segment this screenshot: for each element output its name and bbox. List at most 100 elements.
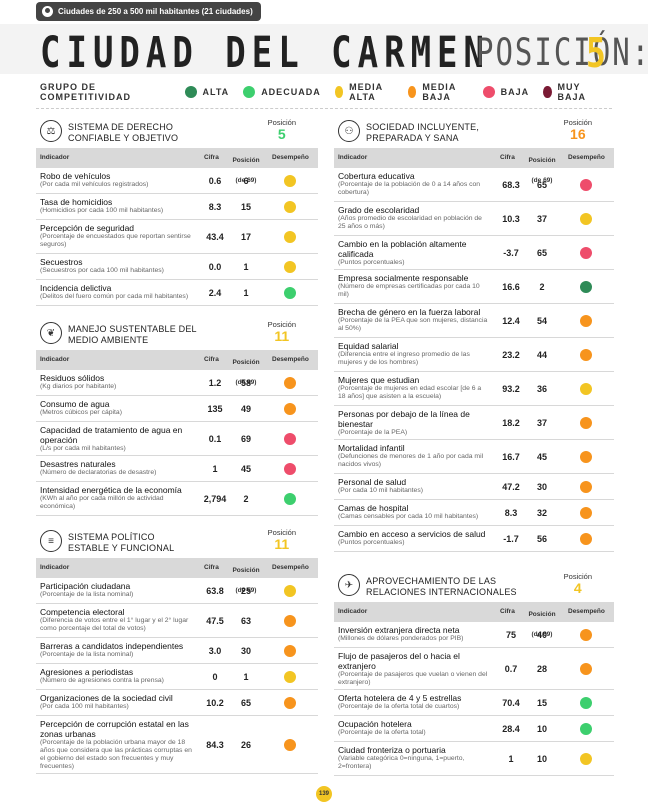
indicator-rank: 40 <box>536 630 547 640</box>
indicator-cell: Ciudad fronteriza o portuaria (Variable c… <box>338 745 490 771</box>
table-row: Grado de escolaridad (Años promedio de es… <box>334 202 614 236</box>
col-desempeno: Desempeño <box>568 154 605 161</box>
performance-dot-icon <box>580 247 592 259</box>
section-ambiente: ❦ MANEJO SUSTENTABLE DEL MEDIO AMBIENTE Pos… <box>36 320 318 516</box>
competitiveness-legend: GRUPO DE COMPETITIVIDAD ALTA ADECUADA MEDI… <box>40 82 610 102</box>
performance-dot-icon <box>580 723 592 735</box>
section-position-label: Posición <box>563 572 592 581</box>
performance-dot-icon <box>284 697 296 709</box>
indicator-name: Intensidad energética de la economía <box>40 485 182 495</box>
indicator-rank: 65 <box>536 248 547 258</box>
indicator-value: 0.1 <box>208 434 222 444</box>
scales-icon: ⚖ <box>40 120 62 142</box>
indicator-cell: Empresa socialmente responsable (Número d… <box>338 273 490 299</box>
indicator-name: Mujeres que estudian <box>338 375 420 385</box>
performance-dot-icon <box>580 753 592 765</box>
indicator-rank: 15 <box>240 202 251 212</box>
performance-dot-icon <box>580 281 592 293</box>
section-position-value: 11 <box>274 536 290 552</box>
indicator-cell: Competencia electoral (Diferencia de voto… <box>40 607 194 633</box>
indicator-name: Ocupación hotelera <box>338 719 412 729</box>
indicator-description: (Porcentaje de mujeres en edad escolar [… <box>338 385 482 400</box>
section-title-line2: PREPARADA Y SANA <box>366 133 459 143</box>
indicator-value: 10.3 <box>502 214 520 224</box>
indicator-description: (Porcentaje de la lista nominal) <box>40 651 134 658</box>
indicator-cell: Personas por debajo de la línea de biene… <box>338 409 490 437</box>
section-position-value: 5 <box>277 126 286 142</box>
col-cifra: Cifra <box>500 608 515 615</box>
indicator-description: (Porcentaje de la PEA) <box>338 429 408 436</box>
indicator-description: (Número de declaratorias de desastre) <box>40 469 157 476</box>
section-title: SOCIEDAD INCLUYENTE, PREPARADA Y SANA <box>366 122 479 144</box>
table-row: Residuos sólidos (Kg diarios por habitant… <box>36 370 318 396</box>
indicator-name: Incidencia delictiva <box>40 283 112 293</box>
indicator-cell: Brecha de género en la fuerza laboral (Po… <box>338 307 490 333</box>
indicator-description: (Porcentaje de la PEA que son mujeres, d… <box>338 317 488 332</box>
legend-label: ALTA <box>202 87 230 97</box>
table-row: Organizaciones de la sociedad civil (Por … <box>36 690 318 716</box>
indicator-cell: Consumo de agua (Metros cúbicos per cápit… <box>40 399 194 417</box>
table-row: Personas por debajo de la línea de biene… <box>334 406 614 440</box>
indicator-name: Flujo de pasajeros del o hacia el extran… <box>338 651 460 671</box>
indicator-cell: Cobertura educativa (Porcentaje de la pob… <box>338 171 490 197</box>
col-posicion-label: Posición <box>528 611 556 618</box>
section-position: Posición 11 <box>268 528 296 552</box>
indicator-rank: 17 <box>240 232 251 242</box>
col-posicion: Posición (de 69) <box>231 561 261 601</box>
legend-item: ALTA <box>184 82 230 102</box>
legend-label: ADECUADA <box>261 87 321 97</box>
performance-dot-icon <box>284 175 296 187</box>
performance-dot-icon <box>580 383 592 395</box>
indicator-name: Mortalidad infantil <box>338 443 405 453</box>
indicator-rank: 15 <box>536 698 547 708</box>
indicator-name: Camas de hospital <box>338 503 409 513</box>
section-position-label: Posición <box>267 118 296 127</box>
indicator-cell: Secuestros (Secuestros por cada 100 mil h… <box>40 257 194 275</box>
indicator-value: 3.0 <box>208 646 222 656</box>
indicator-description: (Porcentaje de pasajeros que vuelan o vi… <box>338 671 488 686</box>
performance-dot-icon <box>580 481 592 493</box>
table-row: Percepción de corrupción estatal en las … <box>36 716 318 774</box>
section-position: Posición 4 <box>564 572 592 596</box>
indicator-description: (Puntos porcentuales) <box>338 259 405 266</box>
table-row: Brecha de género en la fuerza laboral (Po… <box>334 304 614 338</box>
col-posicion-sub: (de 69) <box>235 177 257 184</box>
col-indicador: Indicador <box>40 564 70 571</box>
indicator-name: Secuestros <box>40 257 83 267</box>
indicator-value: 0.0 <box>208 262 222 272</box>
position-value: 5 <box>586 28 606 77</box>
indicator-cell: Robo de vehículos (Por cada mil vehículos… <box>40 171 194 189</box>
indicator-value: 8.3 <box>208 202 222 212</box>
col-posicion: Posición (de 69) <box>527 605 557 645</box>
legend-dot-icon <box>482 86 495 98</box>
indicator-value: 43.4 <box>206 232 224 242</box>
indicator-rank: 69 <box>240 434 251 444</box>
indicator-name: Capacidad de tratamiento de agua en oper… <box>40 425 183 445</box>
section-title: APROVECHAMIENTO DE LAS RELACIONES INTERNA… <box>366 576 517 598</box>
indicator-value: 1.2 <box>208 378 222 388</box>
section-derecho: ⚖ SISTEMA DE DERECHO CONFIABLE Y OBJETIVO P… <box>36 118 318 306</box>
indicator-description: (Por cada 10 mil habitantes) <box>338 487 424 494</box>
indicator-cell: Intensidad energética de la economía (KWh… <box>40 485 194 511</box>
indicator-name: Organizaciones de la sociedad civil <box>40 693 173 703</box>
table-header: Indicador Cifra Posición (de 69) Desempeño <box>334 148 614 184</box>
section-header: ⚇ SOCIEDAD INCLUYENTE, PREPARADA Y SANA Pos… <box>334 118 614 148</box>
indicator-value: 0.6 <box>208 176 222 186</box>
indicator-value: 68.3 <box>502 180 520 190</box>
indicator-description: (Variable categórica 0=ninguna, 1=puerto… <box>338 755 465 770</box>
indicator-cell: Residuos sólidos (Kg diarios por habitant… <box>40 373 194 391</box>
indicator-cell: Camas de hospital (Camas censables por ca… <box>338 503 490 521</box>
col-indicador: Indicador <box>338 608 368 615</box>
performance-dot-icon <box>580 451 592 463</box>
legend-divider <box>36 108 612 109</box>
table-row: Camas de hospital (Camas censables por ca… <box>334 500 614 526</box>
indicator-value: 70.4 <box>502 698 520 708</box>
section-header: ❦ MANEJO SUSTENTABLE DEL MEDIO AMBIENTE Pos… <box>36 320 318 350</box>
section-position-label: Posición <box>267 320 296 329</box>
col-posicion-label: Posición <box>232 359 260 366</box>
location-pin-icon <box>42 6 53 17</box>
indicator-description: (L/s por cada mil habitantes) <box>40 445 126 452</box>
indicator-rank: 65 <box>240 698 251 708</box>
section-title: MANEJO SUSTENTABLE DEL MEDIO AMBIENTE <box>68 324 197 346</box>
table-row: Competencia electoral (Diferencia de voto… <box>36 604 318 638</box>
